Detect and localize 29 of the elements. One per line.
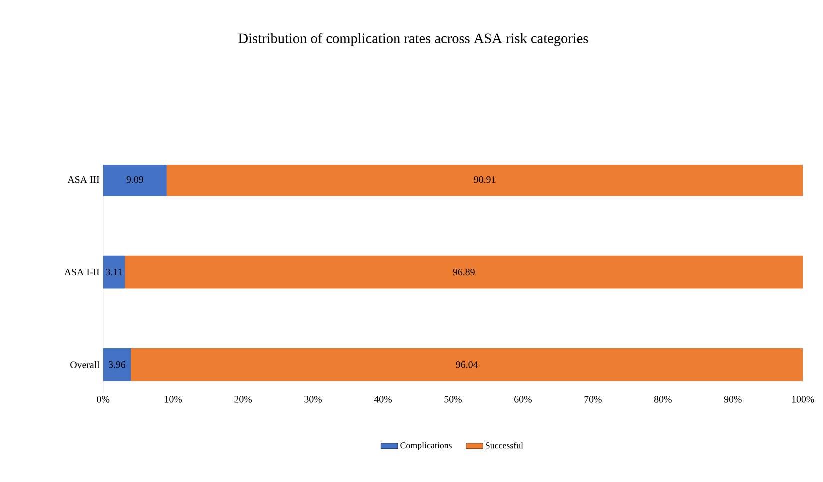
- y-tick-label: ASA I-II: [64, 268, 100, 276]
- y-tick-label: Overall: [70, 361, 100, 368]
- bar: [131, 348, 804, 382]
- data-label: 3.11: [106, 268, 122, 276]
- x-tick-label: 90%: [724, 396, 742, 403]
- bar: [103, 348, 132, 382]
- x-tick-label: 50%: [444, 396, 462, 403]
- legend-label: Complications: [400, 442, 452, 450]
- x-tick-label: 40%: [374, 396, 392, 403]
- x-tick-label: 20%: [234, 396, 252, 403]
- bar: [125, 256, 804, 289]
- x-tick-label: 70%: [584, 396, 602, 403]
- x-tick-label: 30%: [304, 396, 322, 403]
- data-label: 90.91: [474, 176, 496, 184]
- data-label: 9.09: [126, 176, 144, 184]
- x-tick-label: 0%: [97, 396, 110, 403]
- chart-title: Distribution of complication rates across ASA risk categories: [238, 33, 588, 46]
- bar: [166, 164, 804, 196]
- y-tick-label: ASA III: [68, 176, 100, 184]
- x-tick-label: 10%: [165, 396, 182, 403]
- data-label: 3.96: [109, 361, 126, 368]
- x-tick-label: 100%: [792, 396, 814, 403]
- x-tick-label: 60%: [514, 396, 532, 403]
- bar: [103, 256, 126, 289]
- x-tick-label: 80%: [654, 396, 672, 403]
- bar: [103, 164, 167, 196]
- legend-label: Successful: [486, 442, 524, 449]
- data-label: 96.89: [453, 268, 475, 276]
- data-label: 96.04: [456, 361, 478, 368]
